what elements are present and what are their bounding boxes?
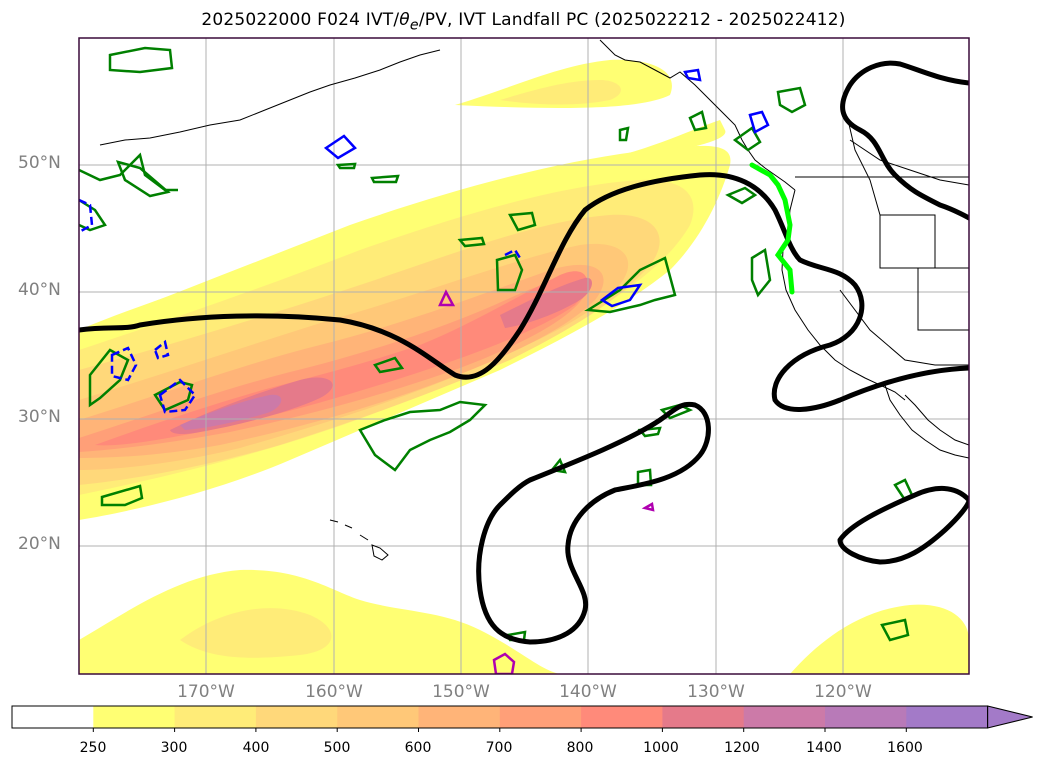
- colorbar-segment: [906, 706, 989, 728]
- colorbar-segment: [662, 706, 745, 728]
- colorbar-tick-label: 1600: [887, 740, 923, 756]
- theta-e-contours: [79, 60, 969, 645]
- lon-label-130w: 130°W: [687, 682, 745, 702]
- pv-contour-high: [492, 652, 516, 674]
- lat-label-50n: 50°N: [18, 153, 61, 173]
- pv-contour-neg-dashed: [79, 198, 94, 234]
- state-border-1: [847, 119, 969, 269]
- colorbar-segment: [499, 706, 582, 728]
- alaska-coast-gulf: [599, 39, 743, 141]
- colorbar-segment: [255, 706, 338, 728]
- colorbar-segment: [581, 706, 663, 728]
- colorbar-tick-label: 600: [404, 740, 432, 756]
- lat-label-30n: 30°N: [18, 407, 61, 427]
- lon-label-120w: 120°W: [814, 682, 872, 702]
- pv-contour-neg: [599, 283, 643, 308]
- pv-contour: [108, 46, 174, 74]
- pv-contour: [88, 348, 130, 408]
- ivt-band-300-south: [180, 608, 332, 658]
- colorbar-tick-label: 300: [160, 740, 188, 756]
- colorbar-tick-label: 1200: [724, 740, 760, 756]
- alaska-coast: [99, 49, 441, 146]
- colorbar-segment: [418, 706, 501, 728]
- pv-contour: [495, 253, 524, 292]
- baja-coast: [884, 384, 969, 459]
- pv-contour-neg-dashed: [504, 248, 522, 259]
- map-title: 2025022000 F024 IVT/θe/PV, IVT Landfall …: [201, 10, 846, 34]
- theta-e-contour-main: [79, 172, 969, 412]
- ivt-filled-contours: [79, 59, 969, 674]
- pv-contour: [636, 468, 653, 487]
- pv-contour-neg: [683, 68, 702, 82]
- pv-contours-negative: [79, 68, 770, 414]
- colorbar-segment: [337, 706, 419, 728]
- colorbar: [11, 705, 1033, 732]
- pv-contour-high: [641, 502, 655, 512]
- pv-contour: [880, 618, 910, 642]
- lon-label-160w: 160°W: [305, 682, 363, 702]
- canada-interior: [849, 139, 969, 186]
- colorbar-tick-label: 500: [323, 740, 351, 756]
- pv-contour: [508, 211, 537, 232]
- ivt-band-1200: [180, 394, 282, 430]
- pv-contour: [373, 356, 405, 374]
- colorbar-segment: [12, 706, 94, 728]
- map-frame: [78, 37, 970, 675]
- pv-contour: [584, 256, 677, 314]
- colorbar-tick-label: 250: [79, 740, 107, 756]
- colorbar-extend-arrow: [987, 705, 1033, 729]
- ivt-band-300-north: [500, 80, 621, 105]
- colorbar-tick-label: 800: [566, 740, 594, 756]
- pv-contour-neg-dashed: [158, 378, 197, 414]
- pv-contour: [370, 174, 400, 184]
- state-border-2: [880, 214, 936, 268]
- pv-contour: [688, 110, 708, 132]
- pv-contour-neg-dashed: [110, 346, 138, 382]
- pv-contour: [457, 236, 486, 248]
- lat-label-40n: 40°N: [18, 280, 61, 300]
- colorbar-tick-label: 1000: [643, 740, 679, 756]
- ivt-band-800: [95, 271, 587, 446]
- pv-contour: [100, 484, 144, 507]
- pv-contour: [637, 426, 662, 438]
- colorbar-segment: [825, 706, 907, 728]
- pv-contour: [335, 162, 357, 170]
- pv-contour: [750, 247, 772, 298]
- ivt-band-250-se: [790, 604, 969, 674]
- pv-contour-neg-dashed: [153, 339, 170, 360]
- pv-contour: [618, 126, 630, 142]
- pv-contour-high: [438, 289, 456, 307]
- colorbar-tick-label: 700: [485, 740, 513, 756]
- pv-contours-positive: [79, 46, 914, 642]
- state-border-3: [917, 268, 969, 331]
- lon-label-170w: 170°W: [177, 682, 235, 702]
- pv-contour: [358, 400, 488, 472]
- theta-e-contour-ne: [840, 60, 969, 221]
- pv-contour: [725, 186, 758, 205]
- pv-contour-neg: [748, 110, 770, 134]
- colorbar-tick-label: 1400: [806, 740, 842, 756]
- colorbar-segment: [174, 706, 257, 728]
- coastlines: [99, 39, 969, 561]
- lon-label-150w: 150°W: [432, 682, 490, 702]
- lon-label-140w: 140°W: [559, 682, 617, 702]
- theta-e-contour-se: [837, 486, 969, 565]
- pv-contour: [732, 126, 762, 152]
- colorbar-tick-label: 400: [242, 740, 270, 756]
- pv-contour: [776, 86, 807, 114]
- colorbar-segment: [743, 706, 826, 728]
- ivt-landfall-line: [749, 162, 795, 295]
- lat-label-20n: 20°N: [18, 534, 61, 554]
- ivt-band-1000-b: [500, 277, 592, 328]
- colorbar-segment: [93, 706, 176, 728]
- mexico-coast: [904, 394, 969, 446]
- theta-e-contour-loop: [476, 401, 711, 645]
- pv-contour: [115, 160, 171, 198]
- hawaii: [329, 519, 389, 561]
- pv-contours-high: [438, 289, 655, 674]
- pv-contour-neg: [323, 134, 357, 160]
